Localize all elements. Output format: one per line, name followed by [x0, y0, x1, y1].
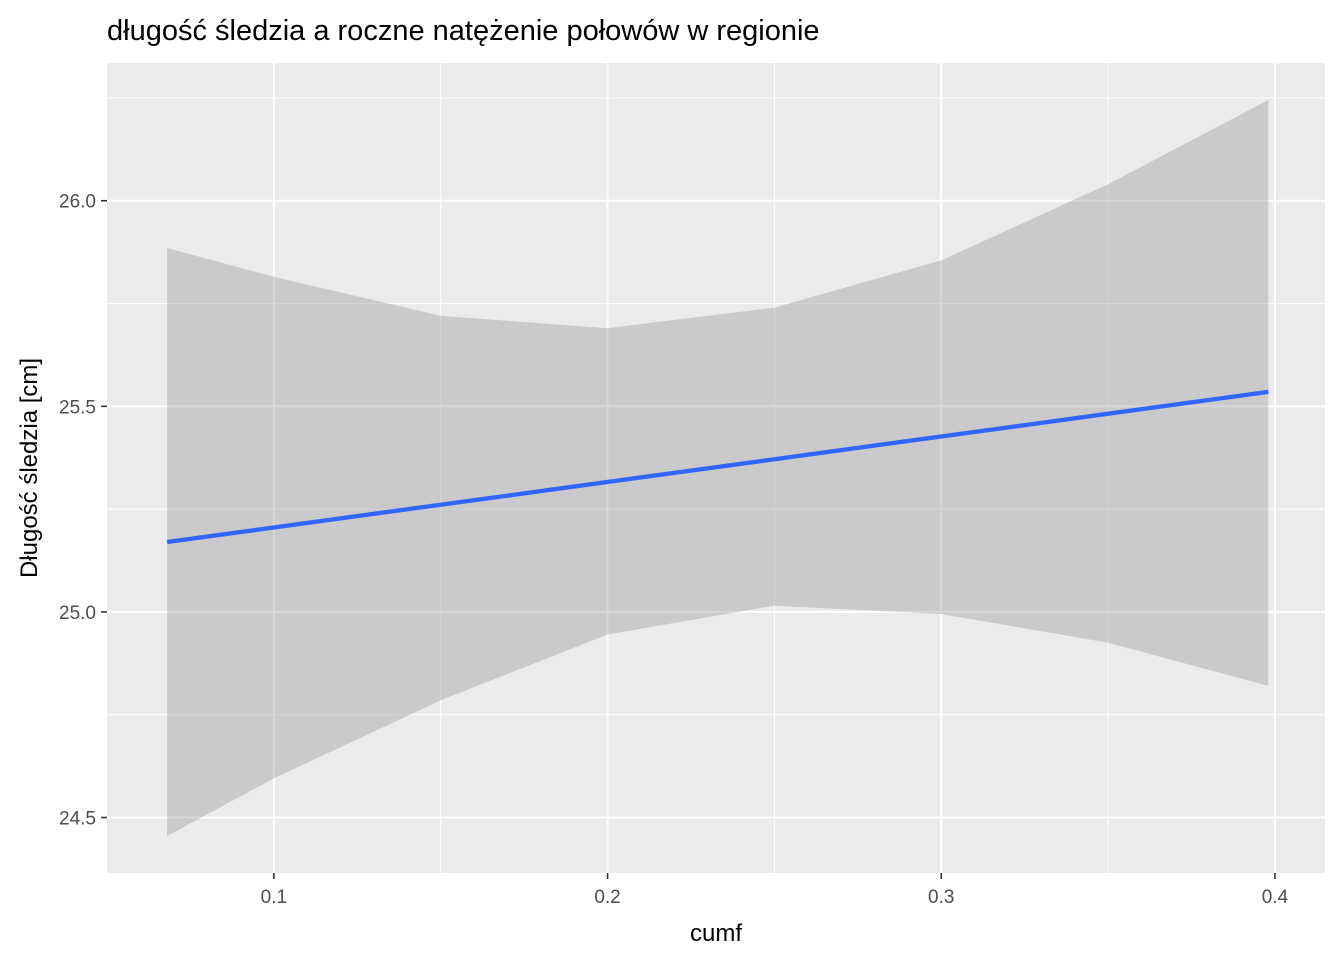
- chart-title: długość śledzia a roczne natężenie połow…: [107, 15, 820, 47]
- minor-gridlines: [107, 63, 1325, 873]
- x-tick-label: 0.3: [928, 887, 954, 908]
- major-gridlines: [107, 63, 1325, 873]
- y-tick-label: 24.5: [59, 808, 96, 829]
- y-tick-label: 25.5: [59, 397, 96, 418]
- y-tick-label: 26.0: [59, 192, 96, 213]
- x-tick-label: 0.4: [1262, 887, 1289, 908]
- y-axis-title: Długość śledzia [cm]: [16, 358, 43, 578]
- fit-line: [166, 389, 1269, 545]
- x-axis-ticks: 0.1 0.2 0.3 0.4: [261, 873, 1289, 908]
- fit-line-layer: [166, 389, 1269, 545]
- x-axis-title: cumf: [690, 920, 742, 947]
- y-tick-label: 25.0: [59, 603, 96, 624]
- x-tick-label: 0.1: [261, 887, 287, 908]
- y-axis-ticks: 24.5 25.0 25.5 26.0: [59, 192, 107, 829]
- x-tick-label: 0.2: [594, 887, 620, 908]
